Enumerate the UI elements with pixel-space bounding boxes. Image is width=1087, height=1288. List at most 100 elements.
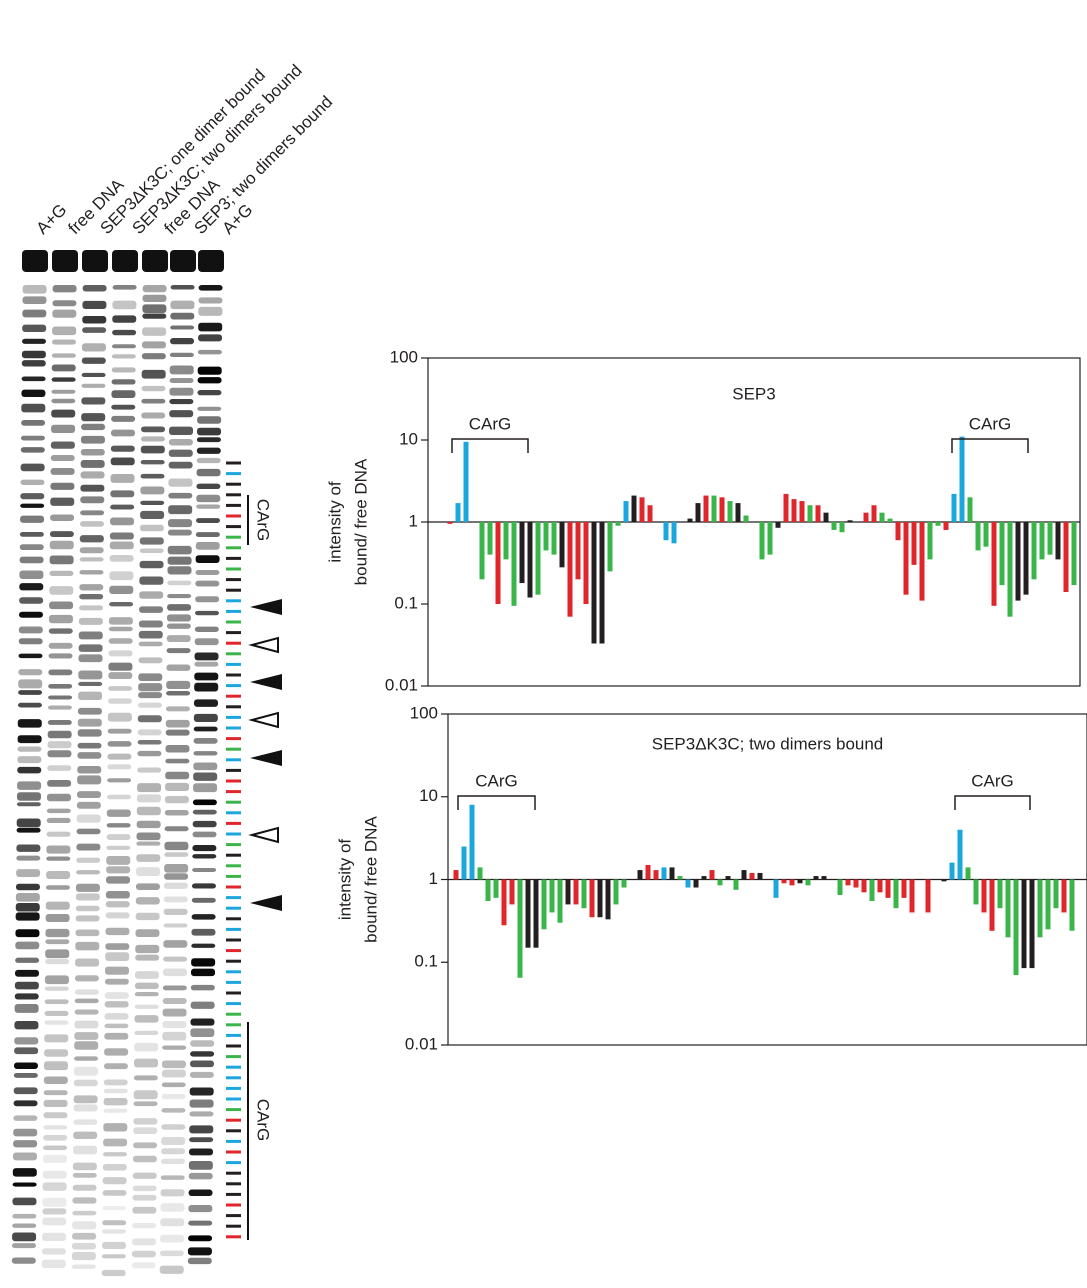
gel-band: [52, 377, 76, 381]
gel-band: [163, 968, 187, 976]
gel-band: [22, 360, 46, 366]
bar: [616, 522, 621, 526]
gel-band: [142, 370, 166, 379]
gel-band: [166, 706, 190, 711]
gel-band: [103, 1152, 127, 1156]
bar: [822, 876, 827, 879]
bar: [534, 880, 539, 948]
gel-band: [160, 1250, 184, 1256]
gel-band: [137, 821, 161, 828]
bar: [870, 880, 875, 901]
bar: [558, 880, 563, 923]
gel-band: [48, 670, 72, 676]
bar: [462, 847, 467, 880]
gel-band: [19, 571, 43, 580]
gel-band: [168, 505, 192, 514]
gel-band: [48, 695, 72, 699]
gel-band: [78, 708, 102, 715]
gel-band: [138, 715, 162, 722]
gel-band: [163, 940, 187, 948]
gel-band: [190, 1019, 214, 1026]
gel-band: [20, 532, 44, 537]
bar: [488, 522, 493, 555]
bar: [1032, 522, 1037, 579]
gel-band: [76, 906, 100, 911]
gel-band: [74, 1041, 98, 1050]
gel-band: [197, 390, 221, 395]
gel-band: [198, 367, 222, 375]
gel-band: [51, 441, 75, 448]
gel-band: [141, 474, 165, 479]
gel-band: [106, 876, 130, 883]
bar: [904, 522, 909, 595]
gel-band: [105, 1013, 129, 1019]
bar: [456, 503, 461, 522]
bar: [464, 442, 469, 522]
gel-band: [165, 783, 189, 791]
bar: [848, 520, 853, 522]
gel-band: [43, 1145, 67, 1150]
gel-band: [45, 929, 69, 937]
bar: [912, 522, 917, 565]
gel-band: [192, 883, 216, 888]
arrow-filled: [250, 599, 282, 615]
gel-band: [167, 594, 191, 598]
gel-band: [22, 377, 46, 382]
gel-band: [12, 1233, 36, 1242]
gel-band: [21, 404, 45, 413]
bar: [584, 522, 589, 604]
bar: [840, 522, 845, 532]
gel-band: [106, 901, 130, 907]
gel-band: [21, 447, 45, 452]
gel-band: [106, 846, 130, 850]
gel-band: [169, 399, 193, 404]
gel-band: [142, 327, 166, 335]
bar: [736, 503, 741, 522]
carg-label: CArG: [971, 771, 1014, 790]
bar: [696, 503, 701, 522]
gel-band: [103, 1164, 127, 1171]
gel-band: [19, 583, 43, 590]
gel-band: [82, 301, 106, 309]
gel-band: [42, 1233, 66, 1241]
gel-band: [141, 399, 165, 404]
gel-band: [102, 1229, 126, 1233]
gel-band: [72, 1243, 96, 1250]
bar: [960, 437, 965, 522]
gel-band: [188, 1235, 212, 1241]
gel-band: [74, 1032, 98, 1040]
bar: [566, 880, 571, 905]
gel-band: [110, 555, 134, 562]
gel-band: [137, 767, 161, 772]
gel-band: [47, 818, 71, 823]
gel-band: [193, 832, 217, 838]
gel-well: [170, 250, 196, 272]
gel-band: [81, 460, 105, 468]
gel-band: [72, 1265, 96, 1269]
gel-band: [137, 783, 161, 792]
gel-band: [193, 783, 217, 792]
gel-band: [169, 462, 193, 469]
bar: [992, 522, 997, 606]
gel-band: [198, 323, 222, 332]
gel-band: [163, 985, 187, 990]
bar: [592, 522, 597, 643]
gel-band: [52, 365, 76, 372]
gel-well: [198, 250, 224, 272]
gel-band: [21, 436, 45, 441]
gel-band: [191, 1002, 215, 1009]
gel-band: [77, 791, 101, 798]
chart-title: SEP3ΔK3C; two dimers bound: [652, 734, 884, 753]
gel-band: [197, 458, 221, 463]
gel-band: [14, 1100, 38, 1106]
bar: [1008, 522, 1013, 617]
gel-band: [103, 1190, 127, 1196]
gel-band: [194, 738, 218, 744]
gel-band: [75, 989, 99, 994]
bar: [568, 522, 573, 617]
gel-band: [109, 571, 133, 580]
gel-band: [74, 1056, 98, 1060]
gel-band: [74, 1095, 98, 1103]
bar: [926, 880, 931, 913]
gel-band: [162, 1061, 186, 1069]
